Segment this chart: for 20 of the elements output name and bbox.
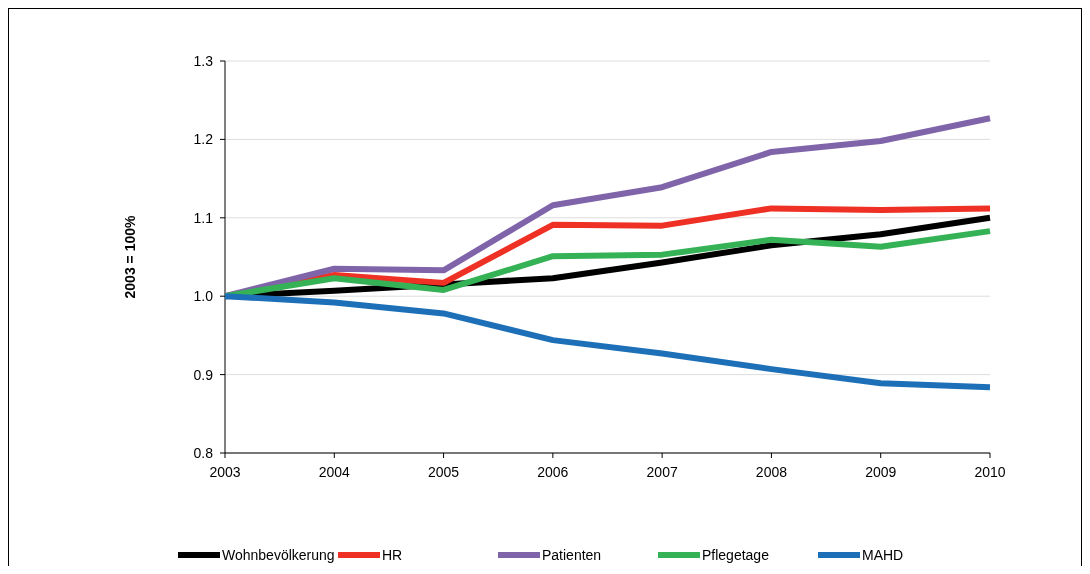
legend-label: Wohnbevölkerung <box>222 547 335 563</box>
x-tick-label: 2005 <box>427 464 460 480</box>
y-tick-label: 1.0 <box>193 288 214 305</box>
legend-label: Pflegetage <box>702 547 770 563</box>
x-tick-label: 2009 <box>865 464 897 480</box>
y-axis-title: 2003 = 100% <box>122 215 138 299</box>
legend-label: MAHD <box>862 547 904 563</box>
y-tick-label: 1.3 <box>193 52 214 69</box>
y-tick-label: 1.2 <box>193 131 214 148</box>
y-tick-label: 1.1 <box>193 209 214 226</box>
y-tick-label: 0.9 <box>193 366 214 383</box>
x-tick-label: 2010 <box>974 464 1006 480</box>
legend-label: HR <box>382 547 403 563</box>
x-tick-label: 2007 <box>646 464 678 480</box>
x-tick-label: 2006 <box>537 464 569 480</box>
legend-label: Patienten <box>542 547 602 563</box>
y-tick-label: 0.8 <box>193 444 214 461</box>
x-tick-label: 2008 <box>755 464 788 480</box>
x-tick-label: 2003 <box>209 464 241 480</box>
x-tick-label: 2004 <box>318 464 351 480</box>
